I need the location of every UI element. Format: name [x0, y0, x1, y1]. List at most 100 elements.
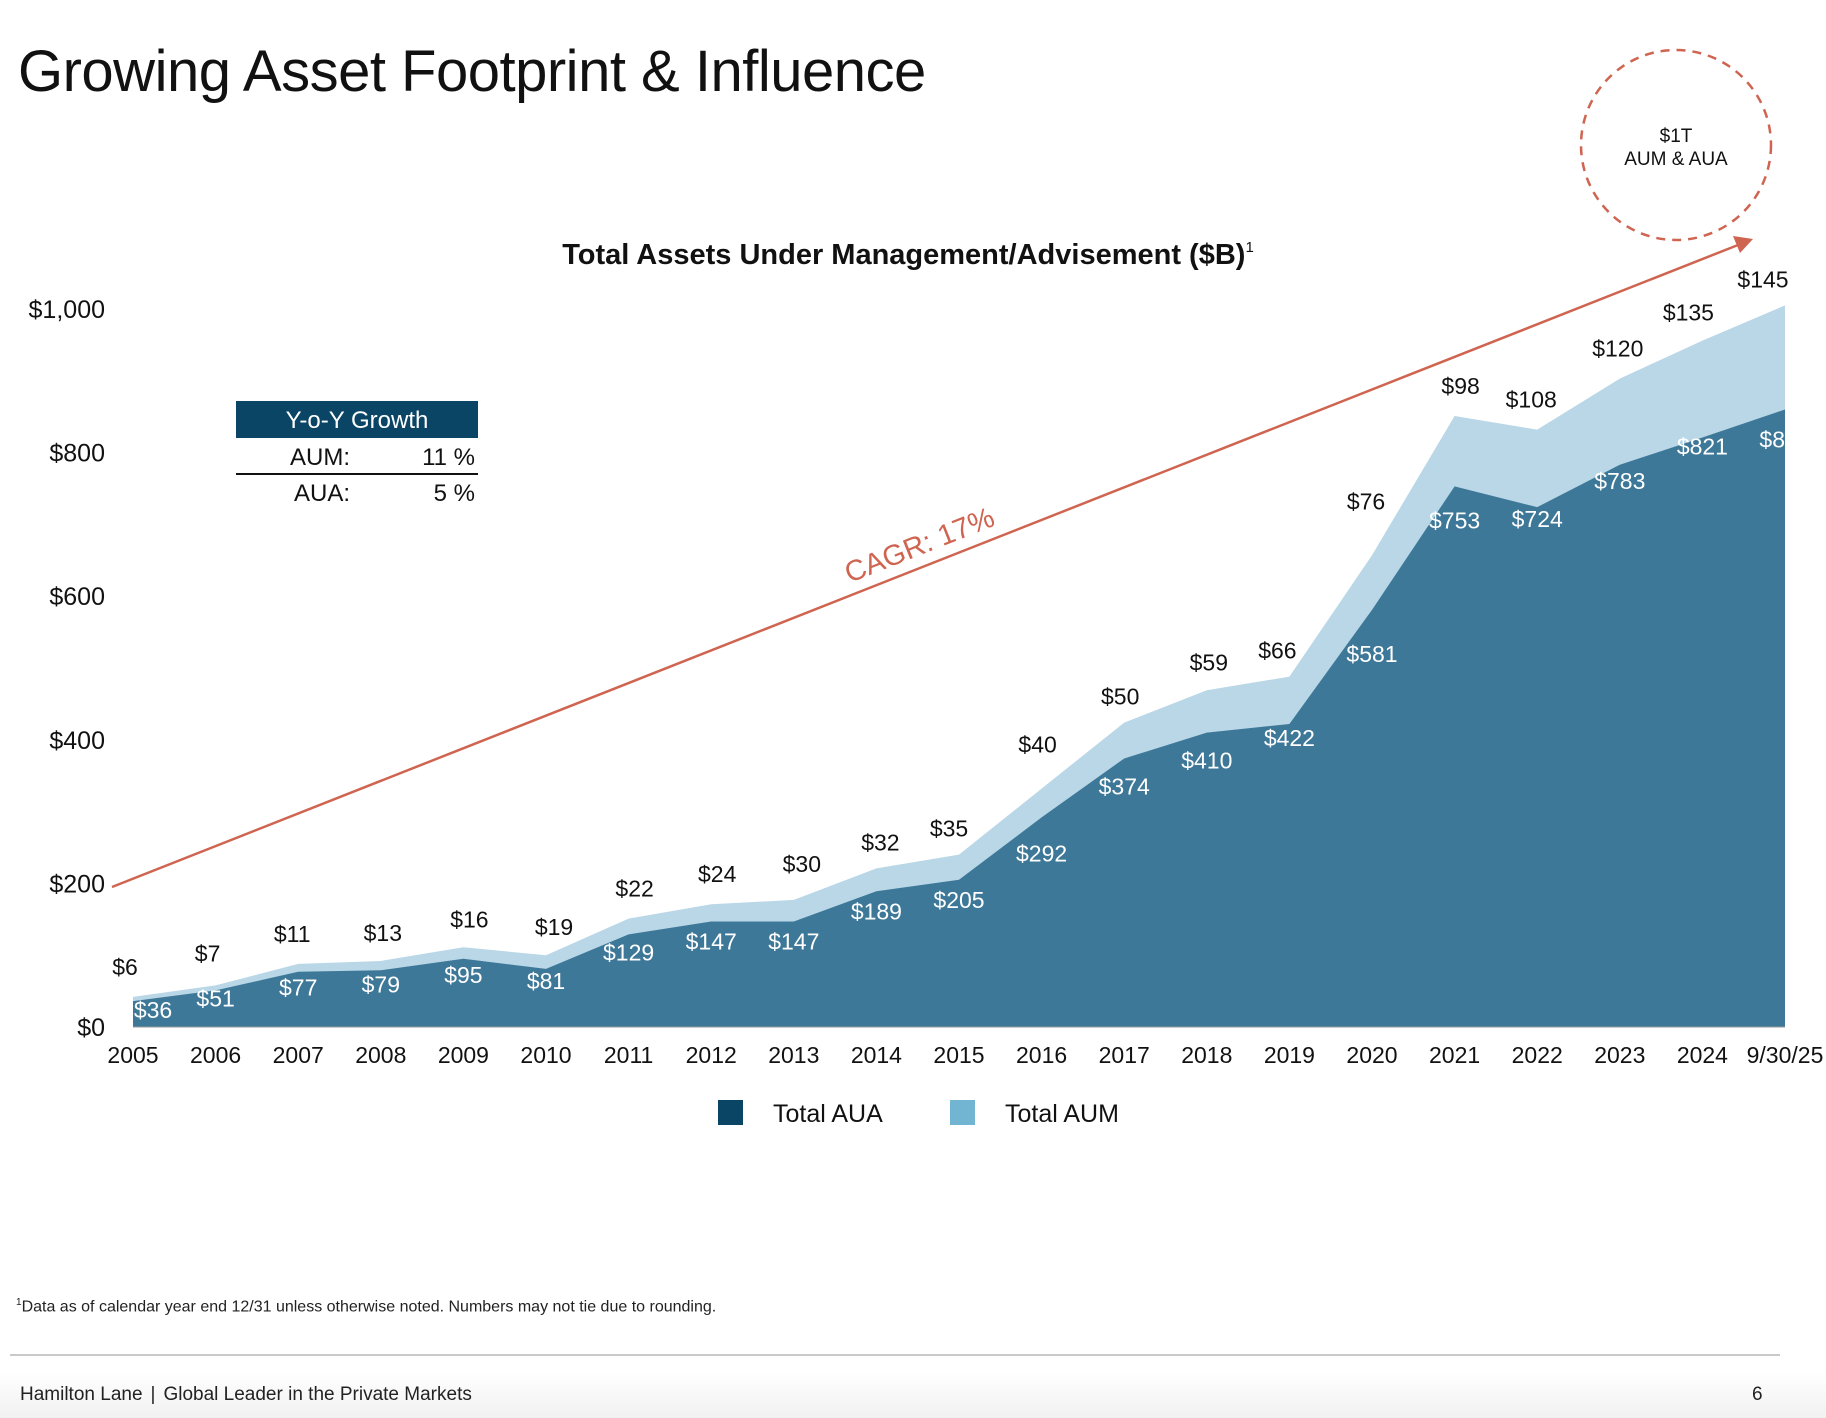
page-number: 6 — [1752, 1384, 1763, 1405]
x-tick-label: 2006 — [190, 1042, 241, 1068]
x-tick-label: 2017 — [1099, 1042, 1150, 1068]
aum-data-label: $7 — [195, 940, 221, 966]
x-tick-label: 2024 — [1677, 1042, 1728, 1068]
aum-data-label: $30 — [783, 851, 821, 877]
aua-data-label: $783 — [1594, 468, 1645, 494]
aua-data-label: $129 — [603, 939, 654, 965]
footnote-marker: 1 — [16, 1297, 22, 1308]
aua-data-label: $410 — [1181, 748, 1232, 774]
footnote: 1Data as of calendar year end 12/31 unle… — [16, 1297, 716, 1316]
aum-data-label: $50 — [1101, 684, 1139, 710]
aum-data-label: $35 — [930, 816, 968, 842]
aua-data-label: $147 — [686, 928, 737, 954]
aum-data-label: $11 — [274, 921, 311, 947]
chart-title: Total Assets Under Management/Advisement… — [562, 239, 1254, 271]
aum-data-label: $19 — [535, 914, 573, 940]
legend-swatch-aum — [950, 1100, 975, 1125]
aum-data-label: $135 — [1663, 300, 1714, 326]
aua-data-label: $205 — [933, 887, 984, 913]
cagr-arrow-head — [1733, 236, 1753, 253]
footer-tagline: Global Leader in the Private Markets — [163, 1384, 472, 1405]
aua-data-label: $77 — [279, 975, 317, 1001]
aua-data-label: $292 — [1016, 840, 1067, 866]
growth-table-header: Y-o-Y Growth — [286, 407, 429, 434]
target-circle — [1579, 48, 1773, 242]
x-tick-label: 2020 — [1346, 1042, 1397, 1068]
x-tick-label: 2012 — [686, 1042, 737, 1068]
growth-row-label: AUA: — [294, 480, 350, 507]
aum-data-label: $108 — [1506, 387, 1557, 413]
chart-title-text: Total Assets Under Management/Advisement… — [562, 239, 1245, 271]
x-tick-label: 2014 — [851, 1042, 902, 1068]
x-tick-label: 2011 — [604, 1042, 653, 1068]
target-label-amount: $1T — [1660, 126, 1693, 147]
y-tick-label: $0 — [77, 1014, 105, 1042]
growth-row-label: AUM: — [290, 444, 350, 471]
footer-band — [0, 1372, 1826, 1418]
x-tick-label: 2008 — [355, 1042, 406, 1068]
aum-data-label: $13 — [364, 920, 402, 946]
aum-data-label: $59 — [1190, 649, 1228, 675]
x-tick-label: 2023 — [1594, 1042, 1645, 1068]
growth-row-value: 11 % — [422, 444, 475, 471]
cagr-trend-line — [111, 243, 1739, 889]
aua-data-label: $581 — [1346, 641, 1397, 667]
aum-data-label: $40 — [1018, 732, 1056, 758]
aum-data-label: $22 — [615, 876, 653, 902]
aum-data-label: $24 — [698, 861, 737, 887]
footer: Hamilton Lane | Global Leader in the Priva… — [20, 1384, 472, 1406]
chart-title-superscript: 1 — [1245, 239, 1253, 256]
aua-data-label: $821 — [1677, 434, 1728, 460]
footer-separator: | — [150, 1384, 156, 1405]
x-tick-label: 2013 — [768, 1042, 819, 1068]
aua-data-label: $422 — [1264, 725, 1315, 751]
aua-data-label: $860 — [1759, 427, 1810, 453]
footnote-text: Data as of calendar year end 12/31 unles… — [21, 1298, 717, 1316]
x-tick-label: 2019 — [1264, 1042, 1315, 1068]
y-tick-label: $400 — [49, 727, 105, 755]
aum-data-label: $76 — [1347, 488, 1385, 514]
assets-area-chart: Total Assets Under Management/Advisement… — [29, 48, 1824, 1128]
legend-swatch-aua — [718, 1100, 743, 1125]
aua-data-label: $374 — [1099, 773, 1150, 799]
aum-data-label: $32 — [861, 829, 899, 855]
x-tick-label: 2007 — [273, 1042, 324, 1068]
x-tick-label: 2015 — [933, 1042, 984, 1068]
aua-area — [133, 409, 1785, 1027]
aua-data-label: $51 — [196, 985, 234, 1011]
slide-title: Growing Asset Footprint & Influence — [18, 39, 926, 104]
growth-row-value: 5 % — [434, 480, 475, 507]
legend-label-aum: Total AUM — [1005, 1100, 1119, 1128]
aua-data-label: $189 — [851, 898, 902, 924]
aua-data-label: $147 — [768, 928, 819, 954]
growth-table-header-bg — [236, 401, 478, 438]
aum-data-label: $16 — [450, 906, 488, 932]
x-tick-label: 2005 — [107, 1042, 158, 1068]
x-tick-label: 9/30/25 — [1747, 1042, 1824, 1068]
x-tick-label: 2018 — [1181, 1042, 1232, 1068]
footer-company: Hamilton Lane — [20, 1384, 143, 1405]
target-label-text: AUM & AUA — [1624, 149, 1728, 170]
aua-data-label: $79 — [362, 971, 400, 997]
aua-data-label: $95 — [444, 962, 482, 988]
x-tick-label: 2010 — [520, 1042, 571, 1068]
aum-data-label: $145 — [1737, 266, 1788, 292]
x-tick-label: 2016 — [1016, 1042, 1067, 1068]
aum-data-label: $66 — [1258, 638, 1296, 664]
footer-divider — [10, 1354, 1780, 1356]
aua-data-label: $753 — [1429, 507, 1480, 533]
aum-data-label: $120 — [1592, 336, 1643, 362]
x-tick-label: 2022 — [1512, 1042, 1563, 1068]
aua-data-label: $36 — [134, 997, 172, 1023]
y-tick-label: $800 — [49, 440, 105, 468]
x-tick-label: 2009 — [438, 1042, 489, 1068]
aua-data-label: $81 — [527, 968, 565, 994]
y-tick-label: $1,000 — [29, 296, 105, 324]
y-tick-label: $600 — [49, 583, 105, 611]
aum-data-label: $6 — [112, 954, 138, 980]
x-tick-label: 2021 — [1429, 1042, 1480, 1068]
legend-label-aua: Total AUA — [773, 1100, 883, 1128]
aum-data-label: $98 — [1441, 373, 1479, 399]
aua-data-label: $724 — [1512, 506, 1563, 532]
y-tick-label: $200 — [49, 870, 105, 898]
